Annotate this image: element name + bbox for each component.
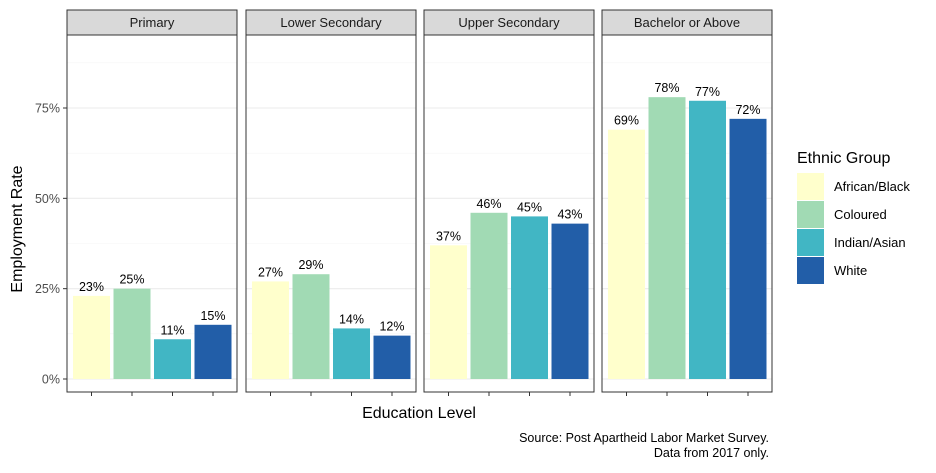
legend-key <box>797 173 824 200</box>
facet-panels: 23% 25% 11% 15% Primary 27% 29% 14% 12% Lower Sec… <box>66 9 773 396</box>
legend-key <box>797 201 824 228</box>
legend-title: Ethnic Group <box>797 150 890 167</box>
x-axis-title: Education Level <box>362 405 476 422</box>
legend-label: Indian/Asian <box>834 235 906 250</box>
bar-label: 12% <box>379 320 404 334</box>
facet-strip-label: Upper Secondary <box>458 15 560 30</box>
bar-label: 29% <box>298 258 323 272</box>
bar-label: 11% <box>160 323 184 337</box>
legend-label: Coloured <box>834 207 887 222</box>
y-tick-label: 0% <box>42 373 60 387</box>
legend-label: African/Black <box>834 179 910 194</box>
bar-indian-asian <box>333 328 370 379</box>
bar-indian-asian <box>154 339 191 379</box>
caption-line-2: Data from 2017 only. <box>654 446 769 460</box>
legend-label: White <box>834 263 867 278</box>
bar-label: 78% <box>654 81 679 95</box>
bar-label: 46% <box>476 197 501 211</box>
facet-strip <box>66 9 238 36</box>
y-axis: 0% 25% 50% 75% <box>35 102 67 387</box>
facet-panel-3: 37% 46% 45% 43% Upper Secondary <box>423 9 595 396</box>
bar-label: 23% <box>79 280 104 294</box>
bar-label: 69% <box>614 114 639 128</box>
bar-white <box>551 223 589 379</box>
bar-african-black <box>430 245 467 379</box>
bar-label: 72% <box>735 103 760 117</box>
y-tick-label: 50% <box>35 192 60 206</box>
bar-label: 43% <box>557 208 582 222</box>
bar-label: 25% <box>119 273 144 287</box>
bar-coloured <box>470 212 508 379</box>
facet-strip-label: Primary <box>130 15 175 30</box>
facet-strip <box>601 9 773 36</box>
bar-coloured <box>113 288 151 379</box>
caption-line-1: Source: Post Apartheid Labor Market Surv… <box>519 431 769 445</box>
bar-label: 27% <box>258 265 283 279</box>
bar-label: 37% <box>436 229 461 243</box>
facet-strip-label: Lower Secondary <box>280 15 382 30</box>
y-tick-label: 75% <box>35 102 60 116</box>
facet-panel-4: 69% 78% 77% 72% Bachelor or Above <box>601 9 773 396</box>
bar-african-black <box>252 281 289 379</box>
facet-strip-label: Bachelor or Above <box>634 15 740 30</box>
y-tick-label: 25% <box>35 282 60 296</box>
bar-label: 77% <box>695 85 720 99</box>
bar-white <box>194 324 232 379</box>
facet-strip <box>423 9 595 36</box>
bar-label: 45% <box>517 200 542 214</box>
bar-label: 15% <box>200 309 225 323</box>
facet-strip <box>245 9 417 36</box>
facet-panel-1: 23% 25% 11% 15% Primary <box>66 9 238 396</box>
facet-panel-2: 27% 29% 14% 12% Lower Secondary <box>245 9 417 396</box>
bar-indian-asian <box>511 216 548 379</box>
bar-label: 14% <box>339 312 364 326</box>
bar-indian-asian <box>689 100 726 380</box>
legend: Ethnic Group African/Black Coloured Indian… <box>797 150 910 284</box>
y-axis-title: Employment Rate <box>9 165 26 292</box>
bar-african-black <box>73 295 110 379</box>
legend-key <box>797 229 824 256</box>
bar-white <box>729 118 767 379</box>
bar-white <box>373 335 411 379</box>
legend-key <box>797 257 824 284</box>
bar-coloured <box>292 274 330 379</box>
bar-african-black <box>608 129 645 379</box>
bar-coloured <box>648 97 686 379</box>
